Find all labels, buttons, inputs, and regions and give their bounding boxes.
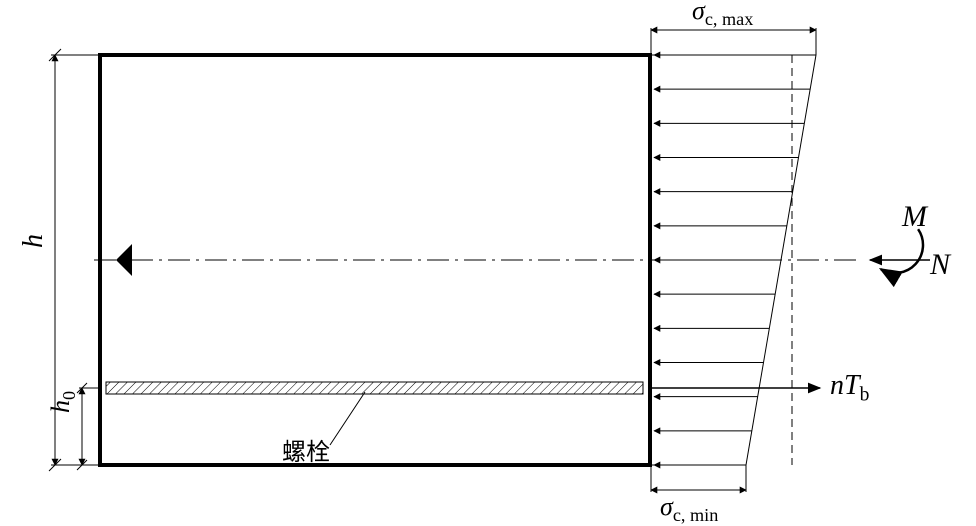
label-bolt: 螺栓 [282, 432, 330, 467]
label-sigma-c-max: σc, max [692, 0, 753, 30]
diagram-root: σc, max σc, min M N nTb h h0 螺栓 [0, 0, 976, 523]
label-ntb: nTb [830, 370, 869, 407]
label-moment-m: M [902, 200, 927, 234]
diagram-svg [0, 0, 976, 523]
label-force-n: N [930, 248, 950, 282]
section-mark-bot [116, 260, 132, 276]
section-mark-top [116, 244, 132, 260]
label-h: h [18, 234, 50, 248]
label-sigma-c-min: σc, min [660, 492, 718, 526]
moment-arrow [881, 229, 923, 273]
bolt-bar [106, 382, 643, 394]
label-h0: h0 [46, 391, 80, 413]
